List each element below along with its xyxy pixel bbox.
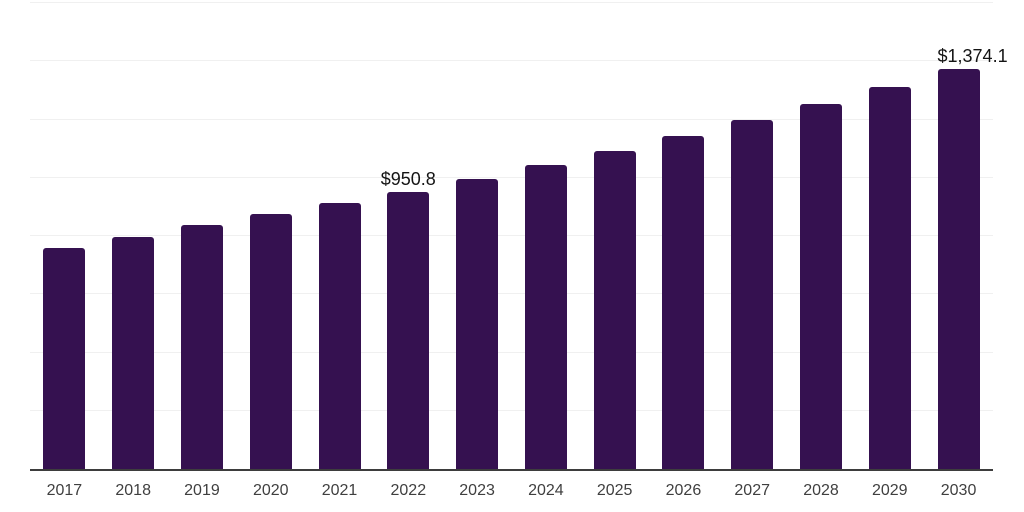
x-tick-label-2024: 2024 xyxy=(528,482,564,499)
gridline-1600 xyxy=(30,2,993,3)
bar-slot-2021 xyxy=(305,3,374,469)
bar-value-label-2022: $950.8 xyxy=(380,169,436,190)
bars-row: $950.8 $1,374.1 xyxy=(30,3,1008,469)
gridline-1400 xyxy=(30,60,993,62)
bar-slot-2023 xyxy=(443,3,512,469)
bar-2029 xyxy=(868,86,911,469)
bar-slot-2020 xyxy=(236,3,305,469)
x-axis-labels: 2017 2018 2019 2020 2021 2022 2023 2024 2025 2026… xyxy=(30,482,993,500)
bar-value-label-2030: $1,374.1 xyxy=(937,45,1008,66)
bar-2030: $1,374.1 xyxy=(938,46,1008,469)
bar-2018 xyxy=(112,236,155,469)
x-tick-label-2019: 2019 xyxy=(184,482,220,499)
bar-slot-2030: $1,374.1 xyxy=(924,3,1008,469)
x-tick-label-2026: 2026 xyxy=(665,482,702,499)
bar-2017 xyxy=(43,248,86,469)
bar-2020 xyxy=(249,214,292,469)
bar-2022: $950.8 xyxy=(381,169,436,469)
plot-area: $950.8 $1,374.1 xyxy=(30,2,1008,471)
x-tick-label-2020: 2020 xyxy=(252,482,289,499)
gridline-1200 xyxy=(30,118,993,120)
bar-slot-2022: $950.8 xyxy=(374,3,443,469)
x-tick-label-2029: 2029 xyxy=(871,482,908,499)
x-tick-label-2028: 2028 xyxy=(803,482,839,499)
gridline-800 xyxy=(30,235,993,236)
bar-slot-2029 xyxy=(855,3,924,469)
bar-2028 xyxy=(799,104,842,469)
x-tick-label-2021: 2021 xyxy=(321,482,358,499)
gridline-200 xyxy=(30,409,993,411)
bar-slot-2019 xyxy=(168,3,237,469)
x-tick-label-2022: 2022 xyxy=(390,482,427,499)
bar-slot-2024 xyxy=(511,3,580,469)
bar-slot-2026 xyxy=(649,3,718,469)
bar-2027 xyxy=(731,120,774,469)
bar-slot-2018 xyxy=(99,3,168,469)
bar-slot-2028 xyxy=(787,3,856,469)
x-tick-label-2027: 2027 xyxy=(734,482,770,499)
bar-slot-2025 xyxy=(580,3,649,469)
x-tick-label-2025: 2025 xyxy=(596,482,633,499)
x-tick-label-2030: 2030 xyxy=(940,482,977,499)
bar-slot-2017 xyxy=(30,3,99,469)
gridline-1000 xyxy=(30,176,993,178)
bar-2019 xyxy=(180,225,223,469)
x-tick-label-2017: 2017 xyxy=(46,482,83,499)
bar-slot-2027 xyxy=(718,3,787,469)
x-tick-label-2018: 2018 xyxy=(115,482,151,499)
gridline-400 xyxy=(30,351,993,353)
gridline-600 xyxy=(30,293,993,295)
bar-2024 xyxy=(524,165,567,469)
bar-2026 xyxy=(662,136,705,469)
bar-2021 xyxy=(318,202,361,469)
bar-2025 xyxy=(593,151,636,469)
x-tick-label-2023: 2023 xyxy=(459,482,495,499)
bar-2023 xyxy=(456,179,499,469)
